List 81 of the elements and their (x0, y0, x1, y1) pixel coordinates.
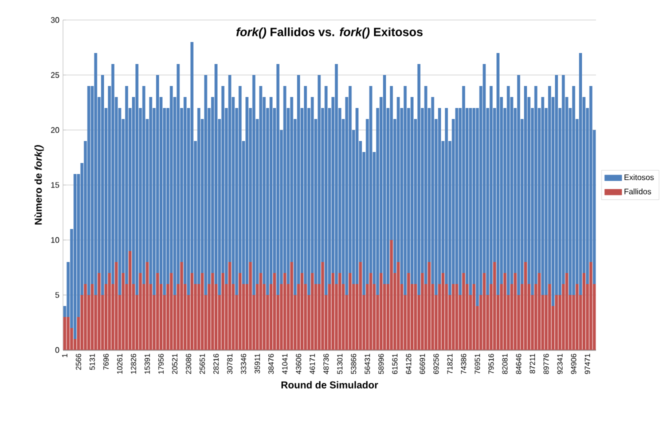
bar (589, 262, 592, 350)
bar (276, 64, 280, 295)
bar (417, 64, 420, 295)
bar (579, 53, 582, 295)
bar (554, 295, 558, 350)
bar (108, 273, 111, 350)
bar (396, 262, 400, 350)
bar (383, 75, 386, 284)
bar (358, 262, 362, 350)
bar (390, 240, 393, 350)
bar (541, 97, 544, 295)
bar (197, 108, 200, 284)
bar (190, 273, 194, 350)
x-axis-title: Round de Simulador (281, 381, 378, 388)
bar (138, 273, 142, 350)
bar (204, 75, 208, 295)
bar (380, 273, 383, 350)
bar (496, 53, 500, 295)
bar (111, 64, 114, 284)
bar (506, 86, 510, 295)
bar (321, 262, 324, 350)
bar (318, 75, 321, 284)
bar (576, 284, 579, 350)
bar (248, 262, 252, 350)
bar (493, 262, 496, 350)
bar (94, 53, 98, 295)
bar (420, 273, 424, 350)
bar (338, 273, 342, 350)
bar (407, 273, 410, 350)
bar (414, 284, 417, 350)
bar (228, 262, 232, 350)
bar (238, 273, 242, 350)
bar (170, 273, 173, 350)
bar (128, 251, 132, 350)
bar (452, 284, 455, 350)
bar (87, 86, 90, 295)
bar (348, 273, 352, 350)
bar (404, 86, 407, 295)
bar (142, 86, 146, 284)
bar (252, 75, 256, 295)
y-axis-title: Nùmero de fork() (34, 145, 44, 224)
bar (273, 273, 276, 350)
bar (503, 273, 506, 350)
bar (472, 284, 476, 350)
bar (66, 317, 70, 350)
bar (200, 273, 204, 350)
bar (180, 262, 184, 350)
bar (572, 86, 576, 295)
bar (517, 75, 520, 295)
bar (524, 262, 527, 350)
bar (74, 174, 77, 339)
bar (548, 284, 552, 350)
bar (98, 273, 101, 350)
bar (442, 273, 444, 350)
bar (125, 86, 128, 284)
bar (135, 64, 138, 295)
bar (462, 273, 466, 350)
bar (211, 273, 214, 350)
bar (245, 97, 248, 284)
bar (283, 273, 286, 350)
bar (356, 108, 358, 284)
text: fork() Fallidos vs. fork() Exitosos (236, 27, 423, 39)
bar (310, 273, 314, 350)
bar (156, 273, 160, 350)
bar (101, 75, 104, 295)
bar (84, 284, 87, 350)
bar (424, 86, 428, 284)
bar (334, 64, 338, 284)
bar (331, 273, 334, 350)
bar (410, 97, 414, 284)
bar (565, 273, 568, 350)
bar (300, 273, 304, 350)
bar (221, 273, 224, 350)
bar (63, 317, 66, 350)
bar (122, 273, 125, 350)
bar (324, 86, 328, 295)
bar (514, 273, 517, 350)
bar (582, 273, 586, 350)
bar (469, 108, 472, 295)
bar (114, 262, 118, 350)
bar (290, 262, 294, 350)
